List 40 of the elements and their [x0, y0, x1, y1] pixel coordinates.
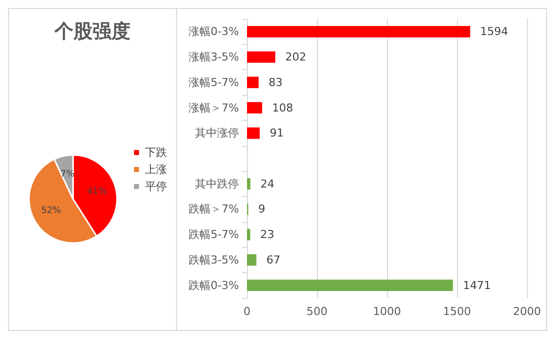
- y-tick-label: 涨幅＞7%: [188, 101, 239, 114]
- x-tick-label: 2000: [513, 305, 541, 318]
- data-label: 52%: [41, 206, 62, 216]
- bar: [247, 254, 256, 266]
- y-tick-label: 跌幅＞7%: [188, 202, 239, 216]
- data-label: 67: [266, 253, 280, 266]
- y-tick-label: 跌幅0-3%: [188, 278, 239, 292]
- bar: [247, 26, 470, 38]
- bar: [247, 127, 260, 139]
- legend-label: 下跌: [145, 146, 167, 159]
- data-label: 202: [285, 50, 306, 64]
- data-label: 91: [270, 126, 284, 140]
- y-tick-label: 跌幅5-7%: [188, 228, 239, 242]
- x-tick-label: 500: [306, 305, 328, 318]
- data-label: 9: [258, 202, 266, 216]
- data-label: 23: [260, 228, 274, 242]
- y-tick-label: 涨幅5-7%: [188, 76, 239, 89]
- bar: [247, 228, 250, 240]
- y-tick-label: 跌幅3-5%: [188, 253, 239, 266]
- data-label: 108: [272, 101, 294, 114]
- bar: [247, 76, 259, 88]
- x-tick-label: 1500: [443, 305, 471, 318]
- chart-title: 个股强度: [54, 20, 130, 42]
- y-tick-label: 涨幅0-3%: [188, 25, 239, 38]
- data-label: 1594: [480, 25, 508, 38]
- bar: [247, 102, 262, 114]
- bar: [247, 51, 276, 63]
- data-label: 24: [260, 177, 274, 190]
- y-tick-label: 涨幅3-5%: [188, 50, 239, 64]
- data-label: 41%: [87, 187, 108, 198]
- bar: [247, 280, 453, 292]
- bar: [247, 178, 250, 190]
- data-label: 83: [268, 76, 283, 89]
- legend-label: 上涨: [145, 163, 167, 176]
- x-tick-label: 0: [244, 305, 250, 318]
- y-tick-label: 其中跌停: [195, 177, 239, 190]
- legend-label: 平停: [145, 180, 167, 193]
- y-tick-label: 其中涨停: [195, 126, 239, 140]
- x-tick-label: 1000: [373, 305, 401, 318]
- data-label: 1471: [462, 278, 491, 292]
